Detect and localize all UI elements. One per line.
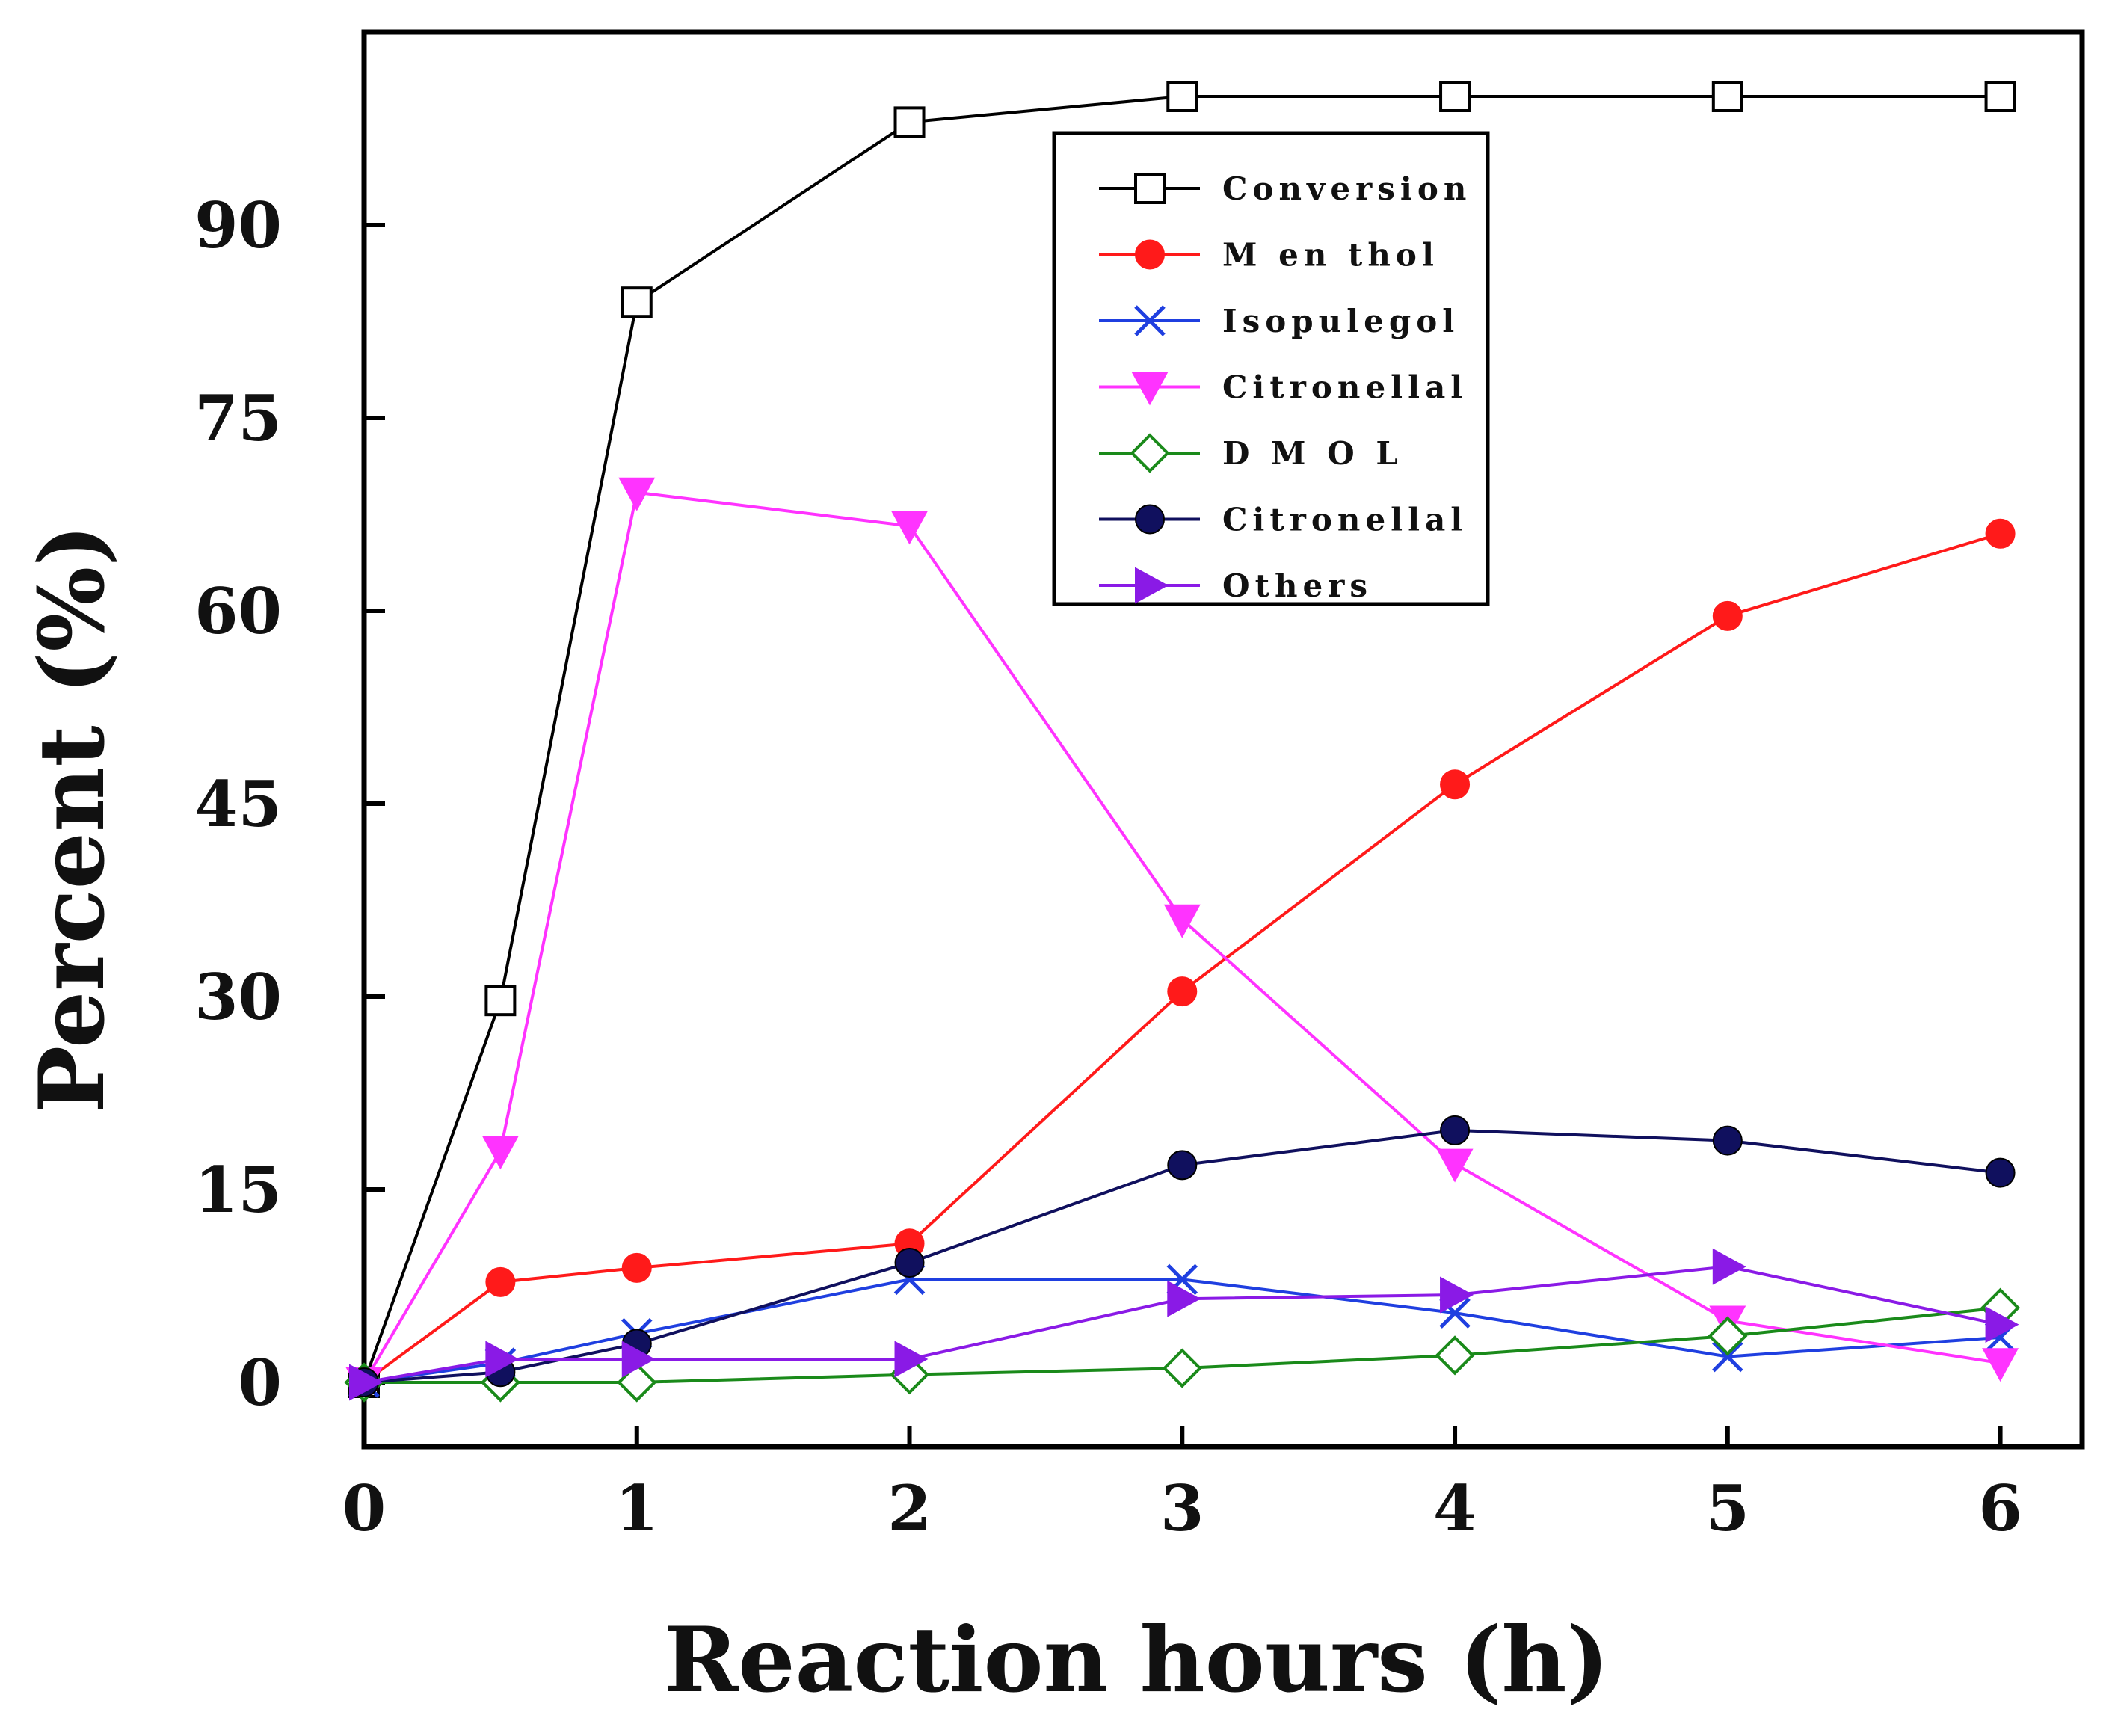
data-point-citronellal: [891, 511, 929, 545]
data-point-citronellal: [1982, 1348, 2019, 1382]
y-tick-label: 45: [194, 767, 282, 841]
data-point-conversion: [893, 106, 926, 138]
data-point-citronellol: [1440, 1115, 1471, 1145]
y-tick-label: 0: [238, 1346, 282, 1420]
series-line-citronellal: [363, 490, 2001, 1384]
series-line-others: [363, 1265, 2001, 1384]
data-point-citronellal: [481, 1136, 519, 1170]
legend-marker: [1135, 504, 1165, 535]
data-point-others: [1440, 1276, 1474, 1314]
x-axis-title: Reaction hours (h): [664, 1607, 1610, 1713]
x-tick-label: 0: [342, 1471, 386, 1545]
x-marker-stroke: [1134, 305, 1166, 336]
legend-item-citronellol: Citronellal: [1099, 502, 1468, 538]
y-axis-title: Percent (%): [19, 524, 125, 1113]
data-point-citronellal: [1436, 1148, 1474, 1183]
data-point-m-en-thol: [1167, 976, 1198, 1007]
x-tick-label: 1: [615, 1471, 659, 1545]
legend-label: M en thol: [1222, 237, 1439, 274]
data-point-citronellal: [618, 477, 656, 511]
legend-marker: [1130, 433, 1170, 473]
data-point-d-m-o-l: [1435, 1335, 1475, 1376]
legend-item-citronellal: Citronellal: [1099, 369, 1468, 406]
legend-item-d-m-o-l: D M O L: [1099, 433, 1403, 473]
x-tick-label: 4: [1433, 1471, 1477, 1545]
data-point-others: [485, 1341, 520, 1378]
data-point-others: [894, 1341, 929, 1378]
series-conversion: [348, 81, 2016, 1398]
legend-marker: [1135, 567, 1169, 604]
legend-marker: [1134, 305, 1166, 336]
series-line-citronellol: [363, 1128, 2001, 1384]
data-point-conversion: [1711, 81, 1743, 112]
legend-box: [1052, 131, 1490, 606]
legend-item-others: Others: [1099, 567, 1373, 604]
legend: Conversion M en thol Isopulegol Citronellal…: [1052, 131, 1490, 606]
data-point-m-en-thol: [621, 1252, 652, 1283]
y-tick-label: 60: [194, 574, 282, 648]
x-marker-stroke: [1712, 1341, 1743, 1373]
series-line-d-m-o-l: [364, 1306, 2001, 1384]
data-point-others: [1985, 1306, 2019, 1343]
data-point-others: [1712, 1248, 1746, 1285]
y-tick-label: 30: [194, 960, 282, 1034]
x-tick-label: 3: [1160, 1471, 1204, 1545]
series-m-en-thol: [349, 518, 2016, 1397]
legend-marker: [1134, 173, 1166, 204]
data-point-citronellol: [1167, 1150, 1198, 1181]
legend-label: Others: [1222, 567, 1373, 604]
data-point-others: [1167, 1280, 1201, 1317]
legend-marker: [1131, 372, 1169, 406]
data-point-citronellal: [1163, 904, 1201, 938]
legend-label: Citronellal: [1222, 502, 1468, 538]
x-tick-label: 2: [887, 1471, 931, 1545]
x-marker-stroke: [1439, 1297, 1471, 1329]
data-point-conversion: [621, 286, 653, 318]
data-point-conversion: [1439, 81, 1471, 112]
y-tick-label: 75: [194, 381, 282, 455]
legend-marker: [1135, 239, 1165, 270]
legend-item-isopulegol: Isopulegol: [1099, 303, 1459, 339]
data-point-d-m-o-l: [1708, 1316, 1748, 1356]
data-point-m-en-thol: [1712, 600, 1743, 631]
y-tick-label: 90: [194, 188, 282, 262]
x-tick-label: 5: [1706, 1471, 1749, 1545]
legend-item-conversion: Conversion: [1099, 170, 1471, 207]
data-point-others: [349, 1364, 383, 1401]
series-line-m-en-thol: [363, 532, 2001, 1384]
legend-label: Isopulegol: [1222, 303, 1459, 339]
data-point-citronellol: [1712, 1125, 1743, 1156]
data-point-d-m-o-l: [1162, 1348, 1202, 1388]
legend-item-m-en-thol: M en thol: [1099, 237, 1439, 274]
data-point-citronellol: [894, 1248, 925, 1278]
legend-label: D M O L: [1222, 435, 1403, 472]
data-point-conversion: [1984, 81, 2016, 112]
data-point-m-en-thol: [485, 1266, 516, 1297]
data-point-citronellol: [1985, 1157, 2016, 1188]
series-others: [349, 1248, 2019, 1401]
data-point-others: [621, 1341, 656, 1378]
data-point-isopulegol: [1712, 1341, 1743, 1373]
x-tick-label: 6: [1978, 1471, 2022, 1545]
data-point-conversion: [1166, 81, 1198, 112]
legend-label: Citronellal: [1222, 369, 1468, 406]
data-point-conversion: [484, 985, 517, 1017]
plot-frame: [361, 29, 2085, 1450]
series-group: [344, 81, 2021, 1403]
series-line-conversion: [363, 95, 2001, 1383]
y-tick-label: 15: [194, 1153, 282, 1227]
legend-label: Conversion: [1222, 170, 1471, 207]
axis-titles: Reaction hours (h) Percent (%): [19, 524, 1609, 1713]
data-point-m-en-thol: [1440, 769, 1471, 800]
data-point-m-en-thol: [1985, 518, 2016, 549]
